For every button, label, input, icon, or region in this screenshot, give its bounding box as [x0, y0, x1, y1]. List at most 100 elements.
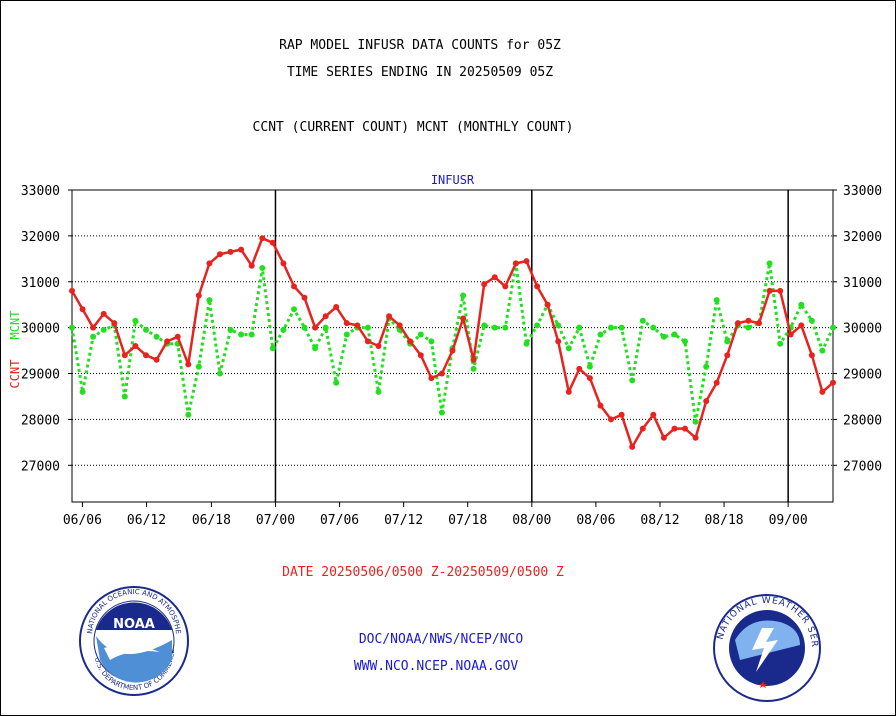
data-point-mcnt — [333, 379, 340, 386]
data-point-ccnt — [79, 306, 86, 313]
data-point-ccnt — [618, 411, 625, 418]
data-point-ccnt — [808, 352, 815, 359]
data-point-ccnt — [143, 352, 149, 359]
data-point-ccnt — [259, 235, 266, 242]
data-point-mcnt — [100, 326, 107, 333]
x-tick-label: 06/18 — [192, 513, 231, 528]
noaa-ring-text: NATIONAL OCEANIC AND ATMOSPHERIC ADMINIS… — [0, 0, 182, 634]
y-tick-label-right: 30000 — [843, 322, 882, 337]
data-point-ccnt — [692, 434, 699, 441]
noaa-logo[interactable]: NATIONAL OCEANIC AND ATMOSPHERIC ADMINIS… — [0, 0, 189, 696]
data-point-ccnt — [174, 333, 181, 340]
data-point-mcnt — [248, 331, 255, 338]
data-point-ccnt — [428, 375, 435, 382]
data-point-ccnt — [756, 320, 762, 327]
plot-title: INFUSR — [431, 173, 475, 187]
data-point-mcnt — [322, 324, 329, 331]
nws-ring-text: NATIONAL WEATHER SERVICE — [0, 0, 818, 648]
data-point-mcnt — [766, 260, 773, 267]
data-point-ccnt — [608, 416, 614, 423]
data-point-ccnt — [407, 338, 414, 345]
y-tick-label-left: 29000 — [21, 368, 60, 383]
data-point-ccnt — [343, 320, 350, 327]
data-point-ccnt — [100, 310, 107, 317]
data-point-ccnt — [734, 320, 741, 327]
data-point-ccnt — [121, 352, 128, 359]
data-point-mcnt — [491, 324, 498, 331]
data-point-mcnt — [682, 338, 688, 345]
data-point-ccnt — [206, 260, 213, 267]
data-point-ccnt — [248, 262, 255, 269]
data-point-mcnt — [291, 306, 297, 313]
data-point-ccnt — [481, 281, 488, 288]
data-point-ccnt — [555, 338, 562, 345]
data-point-mcnt — [185, 411, 192, 418]
data-point-mcnt — [692, 418, 699, 425]
data-point-ccnt — [396, 322, 403, 329]
y-tick-label-left: 32000 — [21, 230, 60, 245]
data-point-ccnt — [364, 338, 371, 345]
data-point-ccnt — [639, 425, 646, 432]
data-point-ccnt — [269, 239, 276, 246]
data-point-ccnt — [502, 283, 509, 290]
y-tick-label-right: 29000 — [843, 368, 882, 383]
data-point-mcnt — [819, 347, 826, 354]
data-point-mcnt — [597, 331, 604, 338]
link-nco-website[interactable]: WWW.NCO.NCEP.NOAA.GOV — [353, 659, 519, 674]
data-point-ccnt — [291, 283, 297, 290]
data-point-ccnt — [470, 356, 477, 363]
y-tick-label-right: 27000 — [843, 459, 882, 474]
data-point-ccnt — [798, 322, 805, 329]
data-point-mcnt — [618, 324, 625, 331]
data-point-ccnt — [164, 338, 171, 345]
data-point-ccnt — [565, 388, 572, 395]
data-point-ccnt — [766, 287, 773, 294]
data-point-mcnt — [301, 324, 308, 331]
data-point-mcnt — [132, 317, 139, 324]
data-point-mcnt — [523, 340, 530, 347]
data-point-mcnt — [217, 370, 223, 377]
data-point-mcnt — [79, 388, 86, 395]
plot-frame — [71, 189, 834, 503]
data-point-mcnt — [639, 317, 646, 324]
data-point-ccnt — [544, 301, 551, 308]
data-point-mcnt — [713, 297, 720, 304]
data-point-ccnt — [195, 292, 202, 299]
link-doc-noaa[interactable]: DOC/NOAA/NWS/NCEP/NCO — [358, 632, 524, 647]
x-tick-label: 07/06 — [320, 513, 359, 528]
x-tick-label: 09/00 — [769, 513, 808, 528]
data-point-ccnt — [132, 343, 139, 349]
data-point-mcnt — [195, 363, 202, 370]
data-point-mcnt — [724, 338, 731, 345]
data-point-mcnt — [343, 331, 350, 338]
x-tick-label: 08/18 — [704, 513, 743, 528]
data-point-ccnt — [597, 402, 604, 409]
data-point-ccnt — [312, 324, 319, 331]
data-point-ccnt — [512, 260, 519, 267]
data-point-mcnt — [534, 322, 541, 329]
x-tick-label: 08/12 — [640, 513, 679, 528]
data-point-mcnt — [703, 363, 710, 370]
data-point-ccnt — [417, 352, 424, 359]
data-point-ccnt — [671, 425, 678, 432]
data-point-mcnt — [153, 333, 160, 340]
chart-title-line2: TIME SERIES ENDING IN 20250509 05Z — [286, 65, 554, 80]
date-range: DATE 20250506/0500 Z-20250509/0500 Z — [282, 565, 564, 580]
y-tick-label-left: 30000 — [21, 322, 60, 337]
y-tick-label-right: 33000 — [843, 184, 882, 199]
data-point-ccnt — [703, 398, 710, 405]
data-point-mcnt — [608, 324, 614, 331]
data-point-ccnt — [375, 343, 382, 349]
data-point-mcnt — [470, 365, 477, 372]
data-point-mcnt — [90, 333, 97, 340]
data-point-mcnt — [481, 322, 488, 329]
y-tick-label-right: 31000 — [843, 276, 882, 291]
data-point-mcnt — [808, 317, 815, 324]
x-tick-label: 07/18 — [448, 513, 487, 528]
x-tick-label: 06/12 — [127, 513, 166, 528]
data-point-ccnt — [280, 260, 287, 267]
data-point-mcnt — [798, 301, 805, 308]
data-point-mcnt — [428, 338, 435, 345]
